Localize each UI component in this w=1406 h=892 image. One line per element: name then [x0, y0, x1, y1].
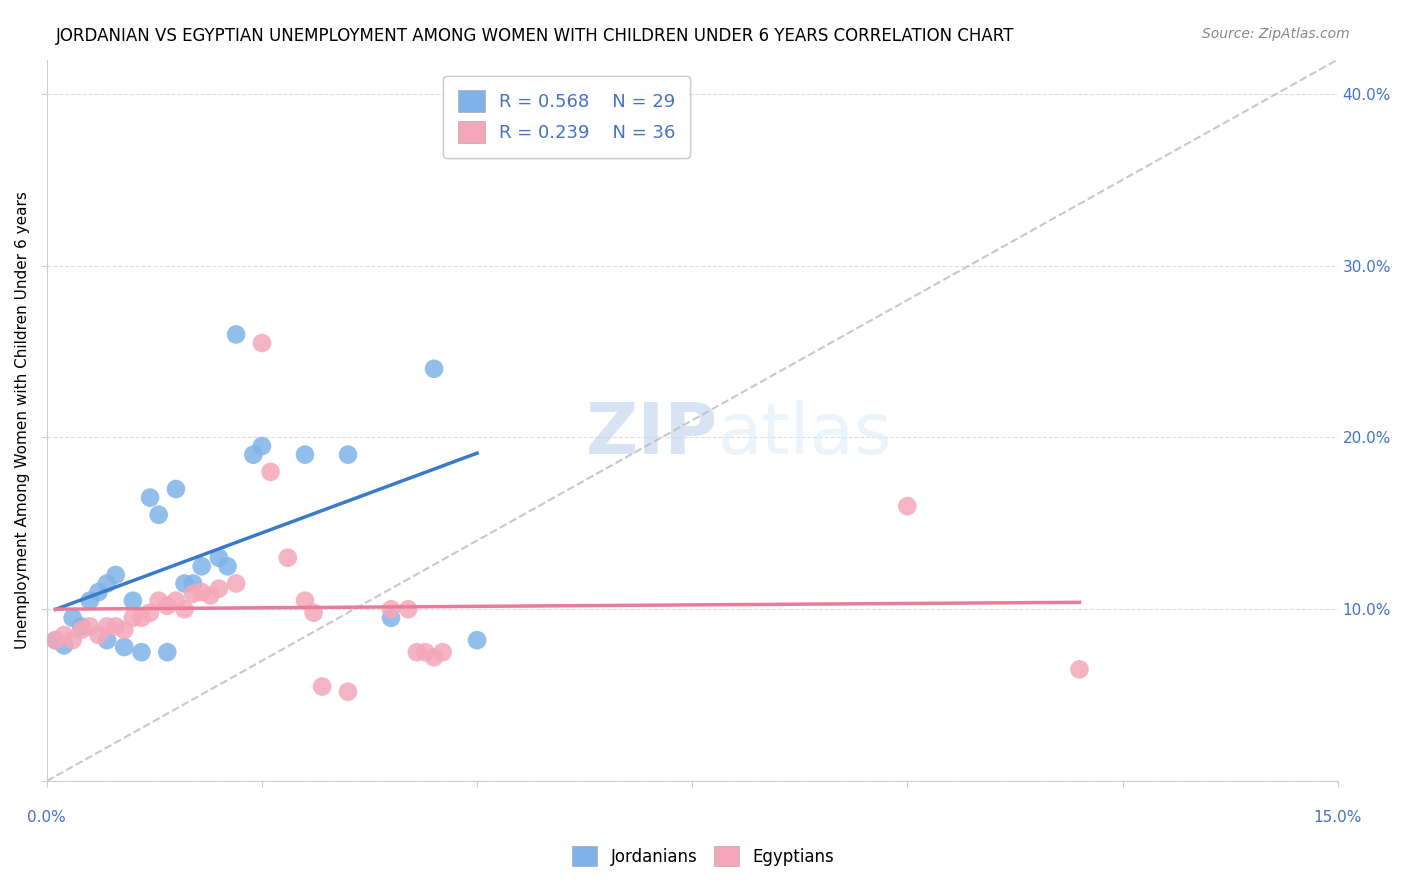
Point — [396, 602, 419, 616]
Text: JORDANIAN VS EGYPTIAN UNEMPLOYMENT AMONG WOMEN WITH CHILDREN UNDER 6 YEARS CORRE: JORDANIAN VS EGYPTIAN UNEMPLOYMENT AMONG… — [56, 27, 1015, 45]
Text: 15.0%: 15.0% — [1313, 810, 1362, 825]
Point — [112, 640, 135, 654]
Point — [380, 611, 402, 625]
Point — [173, 576, 195, 591]
Point — [44, 633, 66, 648]
Point — [225, 576, 247, 591]
Point — [121, 611, 143, 625]
Text: ZIP: ZIP — [586, 401, 718, 469]
Y-axis label: Unemployment Among Women with Children Under 6 years: Unemployment Among Women with Children U… — [15, 192, 30, 649]
Point — [70, 623, 93, 637]
Point — [311, 680, 333, 694]
Point — [104, 619, 127, 633]
Point — [259, 465, 281, 479]
Point — [217, 559, 239, 574]
Point — [156, 599, 179, 613]
Point — [131, 611, 153, 625]
Point — [70, 619, 93, 633]
Point — [337, 684, 360, 698]
Point — [190, 585, 212, 599]
Point — [104, 567, 127, 582]
Point — [53, 628, 76, 642]
Point — [62, 611, 84, 625]
Point — [423, 361, 446, 376]
Point — [208, 550, 231, 565]
Point — [173, 602, 195, 616]
Point — [277, 550, 299, 565]
Point — [87, 585, 110, 599]
Point — [1069, 662, 1091, 676]
Point — [53, 638, 76, 652]
Point — [225, 327, 247, 342]
Point — [465, 633, 488, 648]
Point — [131, 645, 153, 659]
Point — [294, 448, 316, 462]
Point — [200, 589, 222, 603]
Point — [405, 645, 427, 659]
Point — [96, 576, 118, 591]
Point — [139, 491, 162, 505]
Text: Source: ZipAtlas.com: Source: ZipAtlas.com — [1202, 27, 1350, 41]
Point — [139, 606, 162, 620]
Point — [302, 606, 325, 620]
Point — [79, 593, 101, 607]
Point — [250, 336, 273, 351]
Point — [79, 619, 101, 633]
Point — [432, 645, 454, 659]
Point — [96, 633, 118, 648]
Point — [112, 623, 135, 637]
Point — [148, 508, 170, 522]
Point — [896, 499, 918, 513]
Point — [156, 645, 179, 659]
Point — [96, 619, 118, 633]
Point — [148, 593, 170, 607]
Point — [380, 602, 402, 616]
Point — [165, 593, 187, 607]
Point — [250, 439, 273, 453]
Text: atlas: atlas — [718, 401, 893, 469]
Point — [181, 587, 204, 601]
Point — [415, 645, 437, 659]
Legend: R = 0.568    N = 29, R = 0.239    N = 36: R = 0.568 N = 29, R = 0.239 N = 36 — [443, 76, 690, 158]
Point — [294, 593, 316, 607]
Point — [208, 582, 231, 596]
Point — [337, 448, 360, 462]
Point — [165, 482, 187, 496]
Point — [242, 448, 264, 462]
Point — [87, 628, 110, 642]
Point — [190, 559, 212, 574]
Point — [62, 633, 84, 648]
Point — [423, 650, 446, 665]
Point — [181, 576, 204, 591]
Point — [121, 593, 143, 607]
Point — [44, 633, 66, 648]
Legend: Jordanians, Egyptians: Jordanians, Egyptians — [564, 838, 842, 875]
Text: 0.0%: 0.0% — [28, 810, 66, 825]
